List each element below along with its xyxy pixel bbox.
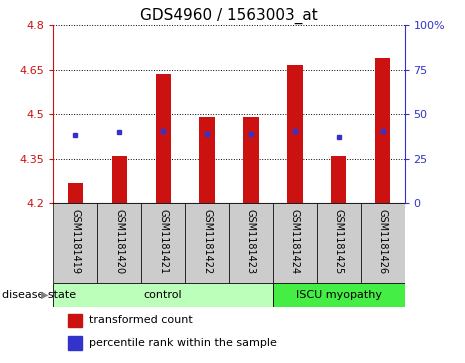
Text: control: control	[144, 290, 182, 300]
Bar	[331, 156, 346, 203]
Bar	[53, 203, 97, 283]
Bar	[199, 117, 215, 203]
Bar	[155, 74, 171, 203]
Bar	[361, 203, 405, 283]
Text: ▶: ▶	[41, 290, 49, 300]
Text: GSM1181421: GSM1181421	[158, 209, 168, 274]
Text: disease state: disease state	[2, 290, 76, 300]
Bar	[287, 65, 303, 203]
Bar	[112, 156, 127, 203]
Text: percentile rank within the sample: percentile rank within the sample	[88, 338, 277, 348]
Bar	[185, 203, 229, 283]
Bar	[375, 58, 390, 203]
Bar	[53, 283, 273, 307]
Bar	[243, 117, 259, 203]
Text: GSM1181422: GSM1181422	[202, 209, 212, 274]
Bar	[68, 183, 83, 203]
Text: GSM1181424: GSM1181424	[290, 209, 300, 274]
Bar	[67, 314, 81, 327]
Bar	[67, 336, 81, 350]
Bar	[317, 203, 361, 283]
Bar	[229, 203, 273, 283]
Bar	[141, 203, 185, 283]
Bar	[273, 283, 405, 307]
Text: GSM1181425: GSM1181425	[334, 209, 344, 274]
Text: ISCU myopathy: ISCU myopathy	[296, 290, 382, 300]
Bar	[273, 203, 317, 283]
Title: GDS4960 / 1563003_at: GDS4960 / 1563003_at	[140, 8, 318, 24]
Bar	[97, 203, 141, 283]
Text: GSM1181420: GSM1181420	[114, 209, 124, 274]
Text: GSM1181426: GSM1181426	[378, 209, 388, 274]
Text: transformed count: transformed count	[88, 315, 193, 326]
Text: GSM1181423: GSM1181423	[246, 209, 256, 274]
Text: GSM1181419: GSM1181419	[70, 209, 80, 274]
